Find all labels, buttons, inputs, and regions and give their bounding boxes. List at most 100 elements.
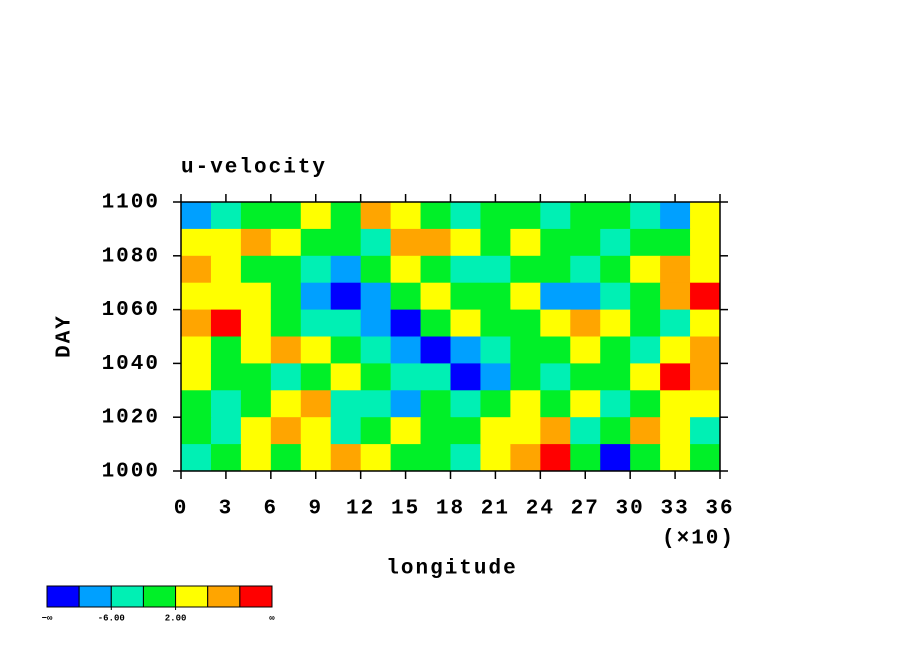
contour-cell [300, 444, 332, 472]
colorbar-tick-label: 2.00 [165, 613, 187, 623]
x-axis-label: longitude [386, 558, 517, 581]
contour-cell [270, 228, 302, 257]
contour-cell [690, 228, 721, 257]
contour-cell [390, 417, 422, 445]
contour-cell [690, 202, 721, 230]
contour-cell [420, 444, 451, 472]
contour-cell [630, 255, 661, 284]
x-tick-label: 9 [308, 498, 323, 521]
contour-cell [660, 390, 691, 418]
contour-cell [390, 228, 422, 257]
x-tick-label: 30 [616, 498, 645, 521]
contour-cell [690, 336, 721, 364]
contour-cell [360, 390, 392, 418]
x-tick-label: 6 [264, 498, 279, 521]
contour-cell [390, 282, 422, 311]
contour-cell [570, 444, 601, 472]
contour-cell [300, 309, 332, 337]
contour-cell [360, 363, 392, 391]
contour-cell [570, 282, 601, 311]
contour-cell [510, 282, 541, 311]
contour-cell [480, 202, 511, 230]
contour-cell [300, 390, 332, 418]
contour-cell [330, 202, 362, 230]
contour-cell [660, 363, 691, 391]
contour-cell [450, 417, 481, 445]
contour-cell [360, 255, 392, 284]
contour-cell [420, 255, 451, 284]
contour-cell [181, 282, 212, 311]
contour-cell [510, 444, 541, 472]
contour-cell [480, 336, 511, 364]
contour-cell [420, 363, 451, 391]
colorbar-box [175, 585, 209, 608]
x-multiplier: (×10) [662, 528, 735, 551]
x-tick-label: 15 [391, 498, 420, 521]
contour-cell [600, 444, 631, 472]
x-tick-label: 33 [660, 498, 689, 521]
contour-cell [450, 202, 481, 230]
contour-cell [540, 282, 571, 311]
contour-cell [690, 309, 721, 337]
contour-cell [570, 336, 601, 364]
contour-cell [660, 444, 691, 472]
contour-cell [510, 363, 541, 391]
contour-cell [300, 228, 332, 257]
contour-cell [300, 417, 332, 445]
contour-cell [420, 282, 451, 311]
contour-cell [300, 363, 332, 391]
colorbar-box [110, 585, 144, 608]
contour-cell [420, 336, 451, 364]
contour-cell [300, 336, 332, 364]
contour-cell [360, 228, 392, 257]
contour-cell [210, 202, 242, 230]
contour-cell [210, 282, 242, 311]
contour-cell [360, 417, 392, 445]
contour-cell [660, 255, 691, 284]
contour-cell [660, 309, 691, 337]
contour-cell [660, 228, 691, 257]
contour-cell [270, 444, 302, 472]
contour-cell [270, 363, 302, 391]
contour-cell [480, 390, 511, 418]
contour-cell [181, 363, 212, 391]
contour-cell [450, 444, 481, 472]
contour-cell [480, 228, 511, 257]
contour-cell [330, 282, 362, 311]
contour-cell [510, 390, 541, 418]
contour-cell [240, 336, 272, 364]
contour-cell [450, 336, 481, 364]
contour-cell [540, 390, 571, 418]
contour-cell [270, 309, 302, 337]
contour-cell [330, 309, 362, 337]
contour-cell [600, 390, 631, 418]
contour-cell [450, 363, 481, 391]
contour-cell [360, 309, 392, 337]
x-tick-label: 36 [705, 498, 734, 521]
contour-cell [660, 202, 691, 230]
contour-cell [630, 309, 661, 337]
colorbar-box [239, 585, 273, 608]
contour-cell [420, 309, 451, 337]
contour-cell [210, 336, 242, 364]
contour-cell [270, 255, 302, 284]
contour-cell [210, 390, 242, 418]
contour-cell [330, 228, 362, 257]
contour-cell [390, 336, 422, 364]
contour-cell [510, 417, 541, 445]
contour-cell [240, 282, 272, 311]
contour-cell [300, 255, 332, 284]
contour-cell [660, 336, 691, 364]
y-axis-label: DAY [54, 314, 77, 358]
contour-cell [630, 390, 661, 418]
contour-cell [630, 336, 661, 364]
contour-cell [540, 363, 571, 391]
contour-cell [300, 282, 332, 311]
contour-cell [630, 228, 661, 257]
contour-cell [390, 309, 422, 337]
contour-cell [450, 228, 481, 257]
contour-cell [330, 444, 362, 472]
contour-cell [390, 255, 422, 284]
contour-cell [570, 363, 601, 391]
contour-cell [510, 255, 541, 284]
